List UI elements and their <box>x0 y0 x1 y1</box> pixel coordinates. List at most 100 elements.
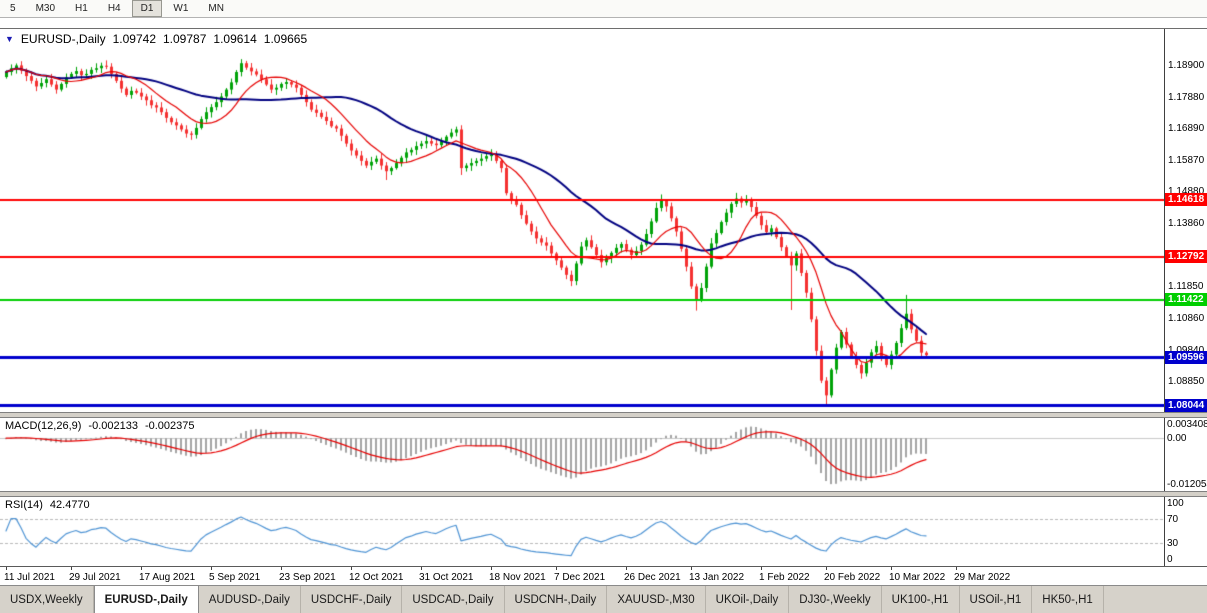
price-plot[interactable]: ▼ EURUSD-,Daily 1.09742 1.09787 1.09614 … <box>0 29 1164 412</box>
tab-xauusd-m30[interactable]: XAUUSD-,M30 <box>607 586 706 613</box>
time-tick <box>71 567 72 570</box>
rsi-value: 42.4770 <box>49 499 90 511</box>
macd-panel: MACD(12,26,9) -0.002133 -0.002375 0.0034… <box>0 418 1207 491</box>
tab-uk100-h1[interactable]: UK100-,H1 <box>882 586 960 613</box>
time-label: 23 Sep 2021 <box>279 572 336 583</box>
period-button-m30[interactable]: M30 <box>35 3 56 14</box>
time-tick <box>626 567 627 570</box>
time-label: 26 Dec 2021 <box>624 572 681 583</box>
tab-usdcnh-daily[interactable]: USDCNH-,Daily <box>505 586 608 613</box>
time-tick <box>141 567 142 570</box>
time-label: 18 Nov 2021 <box>489 572 546 583</box>
rsi-scale[interactable]: 100 70 30 0 <box>1164 497 1207 566</box>
period-button-d1[interactable]: D1 <box>131 0 163 17</box>
level-price-label: 1.11422 <box>1165 293 1207 307</box>
tab-dj30-weekly[interactable]: DJ30-,Weekly <box>789 586 882 613</box>
time-axis[interactable]: 11 Jul 2021 29 Jul 2021 17 Aug 2021 5 Sep 2… <box>0 566 1207 588</box>
period-button-h4[interactable]: H4 <box>107 3 121 14</box>
panel-splitter[interactable] <box>0 412 1207 418</box>
macd-scale-max: 0.003408 <box>1167 419 1207 430</box>
period-button-h1[interactable]: H1 <box>75 3 88 14</box>
period-button-mn[interactable]: MN <box>208 3 224 14</box>
level-price-label: 1.12792 <box>1165 250 1207 264</box>
rsi-scale-70: 70 <box>1167 513 1179 525</box>
tab-usdchf-daily[interactable]: USDCHF-,Daily <box>301 586 403 613</box>
time-tick <box>211 567 212 570</box>
rsi-name: RSI(14) <box>5 499 43 511</box>
price-scale[interactable]: 1.18900 1.17880 1.16890 1.15870 1.14880 1.138… <box>1164 29 1207 412</box>
macd-name: MACD(12,26,9) <box>5 420 82 432</box>
tab-usdcad-daily[interactable]: USDCAD-,Daily <box>402 586 505 613</box>
time-tick <box>691 567 692 570</box>
period-toolbar: 5 M30 H1 H4 D1 W1 MN <box>0 0 1207 18</box>
panel-splitter[interactable] <box>0 491 1207 497</box>
tab-ukoil-daily[interactable]: UKOil-,Daily <box>706 586 790 613</box>
time-label: 10 Mar 2022 <box>889 572 946 583</box>
price-tick: 1.18900 <box>1168 60 1205 72</box>
rsi-scale-30: 30 <box>1167 538 1179 550</box>
tab-eurusd-daily[interactable]: EURUSD-,Daily <box>93 586 199 613</box>
ohlc-low: 1.09614 <box>213 32 257 46</box>
time-tick <box>491 567 492 570</box>
tab-hk50-h1[interactable]: HK50-,H1 <box>1032 586 1104 613</box>
time-label: 5 Sep 2021 <box>209 572 261 583</box>
level-price-label: 1.09596 <box>1165 350 1207 364</box>
level-price-label: 1.14618 <box>1165 193 1207 207</box>
price-tick: 1.11850 <box>1168 281 1204 293</box>
period-button-w1[interactable]: W1 <box>173 3 189 14</box>
macd-value-signal: -0.002375 <box>144 420 195 432</box>
time-label: 20 Feb 2022 <box>824 572 881 583</box>
time-tick <box>351 567 352 570</box>
tab-audusd-daily[interactable]: AUDUSD-,Daily <box>199 586 301 613</box>
chart-top-margin <box>0 18 1207 29</box>
rsi-scale-100: 100 <box>1167 498 1184 509</box>
macd-value-main: -0.002133 <box>88 420 138 432</box>
ohlc-high: 1.09787 <box>163 32 207 46</box>
price-tick: 1.09840 <box>1168 345 1204 356</box>
price-tick: 1.16890 <box>1168 123 1205 135</box>
time-tick <box>826 567 827 570</box>
price-tick: 1.15870 <box>1168 155 1205 167</box>
macd-scale-zero: 0.00 <box>1167 433 1187 445</box>
price-tick: 1.10860 <box>1168 312 1205 324</box>
ohlc-open: 1.09742 <box>112 32 156 46</box>
chart-dropdown-icon[interactable]: ▼ <box>5 33 14 44</box>
time-tick <box>421 567 422 570</box>
time-label: 31 Oct 2021 <box>419 572 474 583</box>
time-tick <box>891 567 892 570</box>
tab-usoil-h1[interactable]: USOil-,H1 <box>960 586 1033 613</box>
price-tick: 1.14880 <box>1168 186 1205 198</box>
time-tick <box>556 567 557 570</box>
time-tick <box>956 567 957 570</box>
time-label: 12 Oct 2021 <box>349 572 404 583</box>
time-tick <box>281 567 282 570</box>
rsi-label: RSI(14) 42.4770 <box>5 499 90 511</box>
level-price-label: 1.08044 <box>1165 399 1207 412</box>
chart-tabs-bar: USDX,Weekly EURUSD-,Daily AUDUSD-,Daily USD… <box>0 585 1207 613</box>
price-chart-panel: ▼ EURUSD-,Daily 1.09742 1.09787 1.09614 … <box>0 29 1207 412</box>
time-tick <box>6 567 7 570</box>
chart-symbol-label: EURUSD-,Daily <box>20 32 106 46</box>
tab-usdx-weekly[interactable]: USDX,Weekly <box>0 586 94 613</box>
macd-canvas[interactable] <box>0 418 1164 491</box>
macd-scale[interactable]: 0.003408 0.00 -0.012054 <box>1164 418 1207 491</box>
candlestick-canvas[interactable] <box>0 29 1164 412</box>
time-label: 13 Jan 2022 <box>689 572 745 583</box>
time-label: 29 Mar 2022 <box>954 572 1011 583</box>
macd-scale-min: -0.012054 <box>1167 479 1207 490</box>
period-button-5[interactable]: 5 <box>10 3 16 14</box>
price-tick: 1.08850 <box>1168 375 1205 387</box>
time-tick <box>761 567 762 570</box>
ohlc-close: 1.09665 <box>263 32 308 46</box>
macd-label: MACD(12,26,9) -0.002133 -0.002375 <box>5 420 195 432</box>
rsi-panel: RSI(14) 42.4770 100 70 30 0 <box>0 497 1207 566</box>
rsi-plot[interactable]: RSI(14) 42.4770 <box>0 497 1164 566</box>
macd-plot[interactable]: MACD(12,26,9) -0.002133 -0.002375 <box>0 418 1164 491</box>
time-label: 11 Jul 2021 <box>4 572 55 583</box>
time-label: 29 Jul 2021 <box>69 572 121 583</box>
rsi-scale-0: 0 <box>1167 554 1173 565</box>
rsi-canvas[interactable] <box>0 497 1164 566</box>
price-tick: 1.13860 <box>1168 218 1205 230</box>
time-label: 17 Aug 2021 <box>139 572 196 583</box>
